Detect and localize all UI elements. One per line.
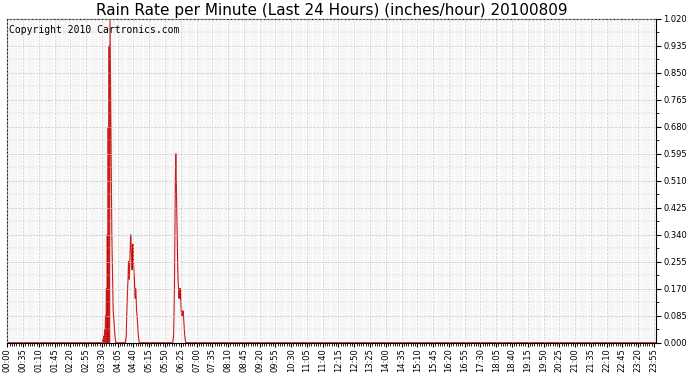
Title: Rain Rate per Minute (Last 24 Hours) (inches/hour) 20100809: Rain Rate per Minute (Last 24 Hours) (in… [96, 3, 567, 18]
Text: Copyright 2010 Cartronics.com: Copyright 2010 Cartronics.com [8, 26, 179, 35]
